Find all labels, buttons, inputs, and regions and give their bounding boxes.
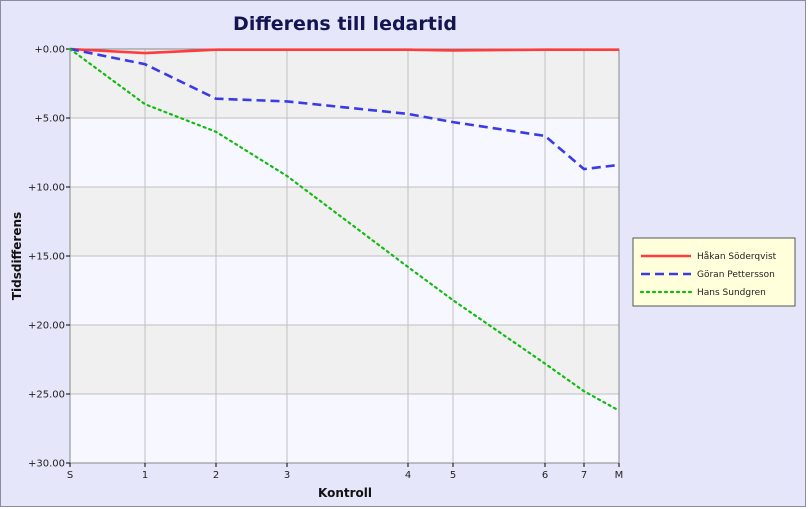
chart-title: Differens till ledartid [233,13,457,35]
y-tick-label: +20.00 [28,321,65,332]
legend: Håkan Söderqvist Göran Pettersson Hans Sun… [632,237,796,307]
plot-background [70,49,619,463]
x-axis-label: Kontroll [318,486,372,500]
legend-box [632,237,796,307]
plot-band [70,325,619,394]
x-tick-label: 2 [213,470,219,481]
x-tick-label: 4 [405,470,411,481]
y-tick-labels: +0.00 +5.00 +10.00 +15.00 +20.00 +25.00 +30.00 [28,45,70,470]
legend-label: Hans Sundgren [697,288,766,298]
y-tick-label: +30.00 [28,459,65,470]
x-tick-label: 3 [284,470,290,481]
y-tick-label: +0.00 [34,45,65,56]
plot-band [70,394,619,463]
x-tick-label: 7 [581,470,587,481]
x-tick-label: S [67,470,73,481]
x-tick-label: 5 [450,470,456,481]
plot-band [70,256,619,325]
legend-label: Göran Pettersson [697,270,775,280]
x-tick-label: 6 [542,470,548,481]
y-tick-label: +5.00 [34,114,65,125]
y-tick-label: +25.00 [28,390,65,401]
y-axis-label: Tidsdifferens [10,212,24,300]
x-tick-label: 1 [142,470,148,481]
series-line-2 [69,47,620,171]
y-tick-label: +15.00 [28,252,65,263]
series-line-1 [69,47,619,55]
x-tick-label: M [615,470,624,481]
y-tick-label: +10.00 [28,183,65,194]
plot-band [70,187,619,256]
series-line-3 [68,47,621,412]
legend-label: Håkan Söderqvist [697,251,777,262]
x-tick-labels: S 1 2 3 4 5 6 7 M [67,463,624,481]
series-lines [68,47,621,412]
plot-band [70,118,619,187]
